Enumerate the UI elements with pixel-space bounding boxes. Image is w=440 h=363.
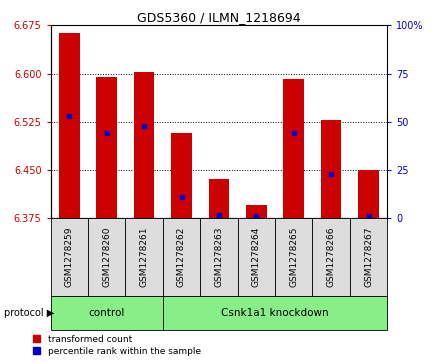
Bar: [51, 296, 163, 330]
Text: GSM1278261: GSM1278261: [139, 227, 149, 287]
Bar: [163, 296, 387, 330]
Bar: [312, 218, 350, 296]
Bar: [283, 79, 304, 218]
Text: control: control: [88, 308, 125, 318]
Text: GSM1278267: GSM1278267: [364, 227, 373, 287]
Bar: [238, 218, 275, 296]
Bar: [321, 120, 341, 218]
Bar: [358, 170, 379, 218]
Bar: [59, 33, 80, 218]
Text: GSM1278260: GSM1278260: [102, 227, 111, 287]
Text: protocol ▶: protocol ▶: [4, 308, 55, 318]
Text: GSM1278265: GSM1278265: [289, 227, 298, 287]
Legend: transformed count, percentile rank within the sample: transformed count, percentile rank withi…: [33, 335, 201, 355]
Bar: [246, 205, 267, 218]
Text: GSM1278266: GSM1278266: [326, 227, 336, 287]
Bar: [275, 218, 312, 296]
Bar: [88, 218, 125, 296]
Bar: [171, 132, 192, 218]
Text: GSM1278262: GSM1278262: [177, 227, 186, 287]
Bar: [96, 77, 117, 218]
Bar: [350, 218, 387, 296]
Bar: [51, 218, 88, 296]
Bar: [125, 218, 163, 296]
Bar: [163, 218, 200, 296]
Bar: [200, 218, 238, 296]
Text: GSM1278264: GSM1278264: [252, 227, 261, 287]
Bar: [134, 72, 154, 218]
Text: GSM1278263: GSM1278263: [214, 227, 224, 287]
Text: Csnk1a1 knockdown: Csnk1a1 knockdown: [221, 308, 329, 318]
Bar: [209, 179, 229, 218]
Text: GSM1278259: GSM1278259: [65, 227, 74, 287]
Title: GDS5360 / ILMN_1218694: GDS5360 / ILMN_1218694: [137, 11, 301, 24]
